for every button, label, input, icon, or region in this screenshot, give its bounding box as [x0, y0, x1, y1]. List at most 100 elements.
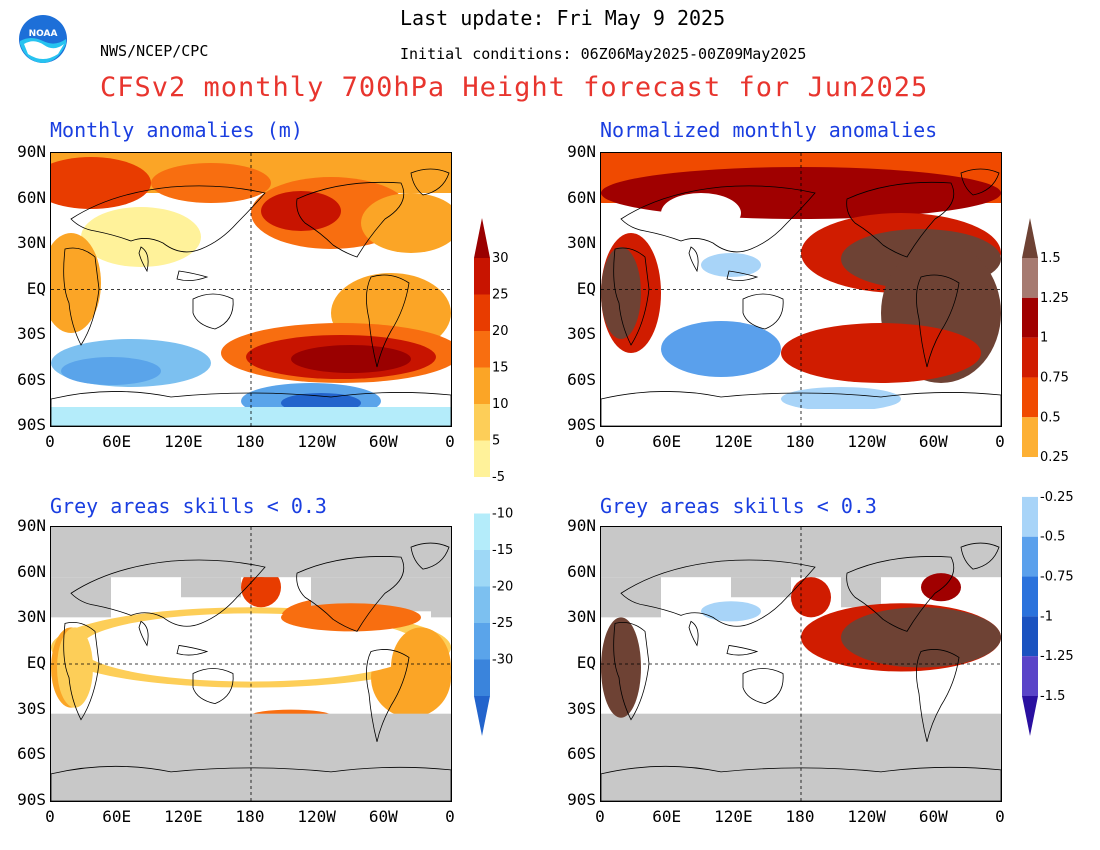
colorbar-top-arrow — [474, 218, 490, 258]
colorbar-label: 0.25 — [1040, 450, 1069, 465]
colorbar-swatch — [474, 477, 490, 514]
colorbar-label: 25 — [492, 288, 509, 303]
colorbar-swatch — [1022, 258, 1038, 298]
colorbar-swatch — [474, 623, 490, 660]
colorbar-label: -1.5 — [1040, 689, 1065, 704]
lon-tick-label: 120E — [164, 807, 203, 826]
lon-tick-label: 120W — [297, 807, 336, 826]
colorbar-label: 10 — [492, 397, 509, 412]
lon-tick-label: 180 — [235, 432, 265, 451]
panel-title-1: Monthly anomalies (m) — [50, 118, 303, 142]
colorbar-swatch — [1022, 656, 1038, 696]
colorbar-swatch — [474, 258, 490, 295]
lat-tick-label: 30N — [17, 607, 46, 627]
colorbar-label: 15 — [492, 361, 509, 376]
colorbar-label: -20 — [492, 580, 513, 595]
colorbar-bottom-arrow — [474, 696, 490, 736]
panel-title-3: Grey areas skills < 0.3 — [50, 494, 327, 518]
lat-tick-label: 90N — [17, 142, 46, 161]
map-panel-anomalies-skill — [50, 526, 452, 802]
lat-tick-label: 60N — [567, 561, 596, 581]
colorbar-swatch — [474, 586, 490, 623]
colorbar-swatch — [474, 550, 490, 587]
lon-tick-label: 60W — [368, 432, 398, 451]
lon-tick-label: 60E — [102, 807, 132, 826]
initial-conditions: Initial conditions: 06Z06May2025-00Z09Ma… — [400, 45, 807, 63]
lon-tick-label: 120W — [847, 807, 886, 826]
colorbar-label: -1.25 — [1040, 649, 1074, 664]
lat-tick-label: 60N — [17, 187, 46, 207]
map-panel-normalized-skill — [600, 526, 1002, 802]
lon-tick-label: 0 — [445, 807, 455, 826]
lat-tick-label: EQ — [576, 278, 596, 298]
lon-tick-label: 0 — [595, 432, 605, 451]
colorbar-swatch — [474, 404, 490, 441]
colorbar-swatch — [1022, 457, 1038, 497]
last-update: Last update: Fri May 9 2025 — [400, 6, 726, 30]
lon-tick-label: 60E — [652, 807, 682, 826]
noaa-logo: NOAA — [18, 14, 68, 64]
colorbar-label: 0.75 — [1040, 370, 1069, 385]
lat-tick-label: 60N — [567, 187, 596, 207]
colorbar-swatch — [474, 367, 490, 404]
lon-tick-label: 0 — [995, 432, 1005, 451]
lat-tick-label: EQ — [26, 653, 46, 672]
lon-tick-label: 120E — [164, 432, 203, 451]
colorbar-swatch — [1022, 536, 1038, 577]
colorbar-label: 20 — [492, 324, 509, 339]
colorbar-label: -0.5 — [1040, 530, 1065, 545]
lat-tick-label: 60S — [567, 744, 596, 764]
lat-tick-label: 90N — [567, 142, 596, 161]
colorbar-label: 1.25 — [1040, 291, 1069, 306]
lat-tick-label: 90N — [17, 516, 46, 535]
colorbar-swatch — [474, 659, 490, 696]
colorbar-swatch — [1022, 496, 1038, 537]
lat-tick-label: 90S — [17, 790, 46, 809]
colorbar-label: 1 — [1040, 331, 1048, 346]
panel-title-2: Normalized monthly anomalies — [600, 118, 938, 142]
colorbar-label: -0.25 — [1040, 490, 1074, 505]
colorbar-swatch — [1022, 616, 1038, 657]
lon-tick-label: 0 — [995, 807, 1005, 826]
lat-tick-label: 30S — [17, 324, 46, 343]
colorbar-swatch — [1022, 297, 1038, 338]
lat-tick-label: 60S — [567, 369, 596, 389]
colorbar-label: 0.5 — [1040, 410, 1061, 425]
page-title: CFSv2 monthly 700hPa Height forecast for… — [100, 72, 929, 103]
colorbar-label: 5 — [492, 434, 500, 449]
lat-tick-label: 30N — [567, 607, 596, 627]
lon-tick-label: 120E — [714, 432, 753, 451]
lat-tick-label: 30S — [17, 698, 46, 718]
lon-tick-label: 0 — [445, 432, 455, 451]
lat-tick-label: 30N — [567, 233, 596, 252]
map-panel-anomalies — [50, 152, 452, 427]
lat-tick-label: EQ — [26, 278, 46, 298]
colorbar-label: -10 — [492, 507, 513, 522]
colorbar-label: -30 — [492, 653, 513, 668]
lon-tick-label: 60E — [652, 432, 682, 451]
lat-tick-label: 60S — [17, 744, 46, 764]
lat-tick-label: 60S — [17, 369, 46, 389]
colorbar-swatch — [1022, 417, 1038, 458]
colorbar-label: 30 — [492, 251, 509, 266]
colorbar-swatch — [474, 440, 490, 477]
lat-tick-label: 90N — [567, 516, 596, 535]
colorbar-swatch — [474, 513, 490, 550]
lon-tick-label: 0 — [45, 432, 55, 451]
lat-tick-label: 90S — [17, 415, 46, 434]
colorbar-label: -1 — [1040, 609, 1053, 624]
colorbar-bottom-arrow — [1022, 696, 1038, 736]
lon-tick-label: 120E — [714, 807, 753, 826]
lat-tick-label: 90S — [567, 415, 596, 434]
colorbar-swatch — [1022, 337, 1038, 378]
lon-tick-label: 0 — [45, 807, 55, 826]
colorbar-swatch — [1022, 576, 1038, 617]
lon-tick-label: 120W — [297, 432, 336, 451]
lon-tick-label: 180 — [785, 807, 815, 826]
lon-tick-label: 60W — [918, 432, 948, 451]
colorbar-label: -15 — [492, 543, 513, 558]
lat-tick-label: 30N — [17, 233, 46, 252]
lon-tick-label: 0 — [595, 807, 605, 826]
lon-tick-label: 60E — [102, 432, 132, 451]
lon-tick-label: 120W — [847, 432, 886, 451]
